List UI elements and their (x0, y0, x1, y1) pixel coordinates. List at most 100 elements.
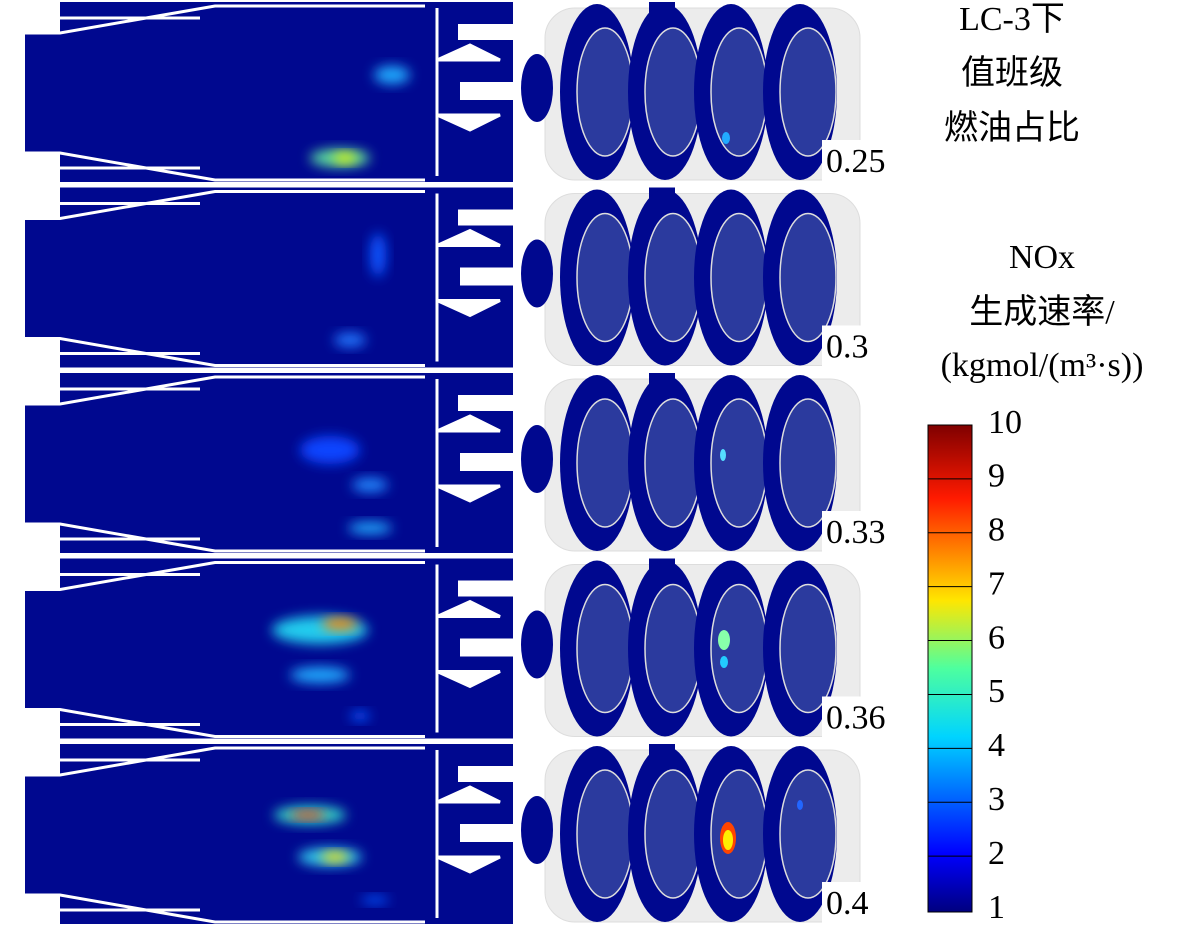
panel-row: 0.33 (25, 373, 902, 555)
panel-row: 0.36 (25, 558, 902, 741)
hot-spot (352, 478, 388, 492)
liner-wall (25, 746, 425, 924)
nozzle (435, 8, 501, 176)
section-core (644, 398, 702, 528)
title-line: 燃油占比 (944, 109, 1080, 147)
hot-spot (361, 896, 389, 904)
panel-label: 0.36 (826, 699, 886, 736)
section-core (710, 398, 768, 528)
colorbar (927, 424, 973, 913)
section-core (576, 398, 634, 528)
hot-spot (348, 522, 392, 534)
liner-wall (25, 561, 425, 738)
section-core (710, 27, 768, 157)
hot-spot (370, 233, 386, 277)
title-line: LC-3下 (959, 1, 1065, 38)
section-core (576, 27, 634, 157)
nozzle (435, 750, 501, 918)
hot-spot (290, 667, 350, 683)
hot-spot (374, 66, 410, 84)
contour-rows: 0.25 0.3 0.33 0.36 0.4 (25, 2, 902, 926)
combustor-inlet (25, 33, 65, 153)
panel-label: 0.25 (826, 143, 886, 180)
combustor-body (60, 373, 513, 553)
hot-spot (322, 618, 358, 630)
colorbar-title: 生成速率/ (969, 293, 1115, 331)
liner-wall (25, 375, 425, 553)
nozzle (435, 379, 501, 547)
panel-label: 0.3 (826, 328, 869, 365)
nozzle-tip (460, 824, 513, 842)
colorbar-tick-label: 6 (988, 619, 1005, 656)
nozzle-tip (458, 209, 513, 226)
nozzle-tip (460, 267, 513, 286)
hot-spot (723, 830, 733, 850)
section-core (644, 27, 702, 157)
combustor-body (60, 2, 513, 182)
inlet-disk (521, 239, 553, 308)
colorbar-title: NOx (1009, 239, 1075, 276)
colorbar-tick-label: 3 (988, 781, 1005, 818)
section-core (710, 212, 768, 343)
section-core (779, 583, 837, 714)
title-line: 值班级 (961, 54, 1063, 92)
panel-row: 0.3 (25, 187, 902, 370)
section-core (779, 27, 837, 157)
nozzle-tip (458, 24, 513, 40)
label-bg (822, 696, 902, 741)
section-core (644, 212, 702, 343)
hot-spot (321, 852, 349, 862)
hot-spot (722, 132, 730, 144)
liner-wall (25, 4, 425, 182)
colorbar-tick-label: 4 (988, 727, 1005, 764)
nozzle-tip (460, 82, 513, 100)
inlet-disk (521, 425, 553, 493)
hot-spot (350, 711, 370, 721)
hot-spot (720, 656, 728, 668)
panel-label: 0.33 (826, 514, 886, 551)
section-core (576, 583, 634, 714)
section-core (779, 398, 837, 528)
nozzle-tip (460, 638, 513, 657)
colorbar-tick-label: 7 (988, 565, 1005, 602)
combustor-body (60, 744, 513, 924)
combustor-body (60, 558, 513, 739)
colorbar-tick-label: 1 (988, 889, 1005, 926)
hot-spot (333, 153, 357, 163)
hot-spot (720, 449, 726, 461)
section-core (779, 769, 837, 899)
section-core (644, 769, 702, 899)
inlet-disk (521, 796, 553, 864)
inlet-disk (521, 610, 553, 679)
combustor-inlet (25, 404, 65, 524)
section-core (710, 583, 768, 714)
colorbar-tick-label: 8 (988, 512, 1005, 549)
combustor-inlet (25, 775, 65, 895)
label-bg (822, 140, 902, 184)
panel-row: 0.4 (25, 744, 902, 926)
colorbar-tick-label: 9 (988, 458, 1005, 495)
nozzle-tip (458, 766, 513, 782)
nozzle-tip (458, 395, 513, 411)
inlet-disk (521, 54, 553, 122)
panel-label: 0.4 (826, 885, 869, 922)
section-core (644, 583, 702, 714)
hot-spot (290, 811, 326, 819)
label-bg (822, 325, 902, 370)
combustor-inlet (25, 589, 65, 710)
nozzle-tip (458, 580, 513, 597)
section-core (710, 769, 768, 899)
label-bg (822, 882, 902, 926)
panel-row: 0.25 (25, 2, 902, 184)
section-core (576, 769, 634, 899)
colorbar-ticks: 1 2 3 4 5 6 7 8 9 10 (928, 404, 1022, 926)
colorbar-title: (kgmol/(m³·s)) (941, 347, 1144, 384)
colorbar-tick-label: 10 (988, 404, 1022, 441)
combustor-inlet (25, 218, 65, 339)
colorbar-tick-label: 5 (988, 673, 1005, 710)
nozzle (435, 564, 501, 733)
combustor-body (60, 187, 513, 368)
hot-spot (797, 800, 803, 810)
